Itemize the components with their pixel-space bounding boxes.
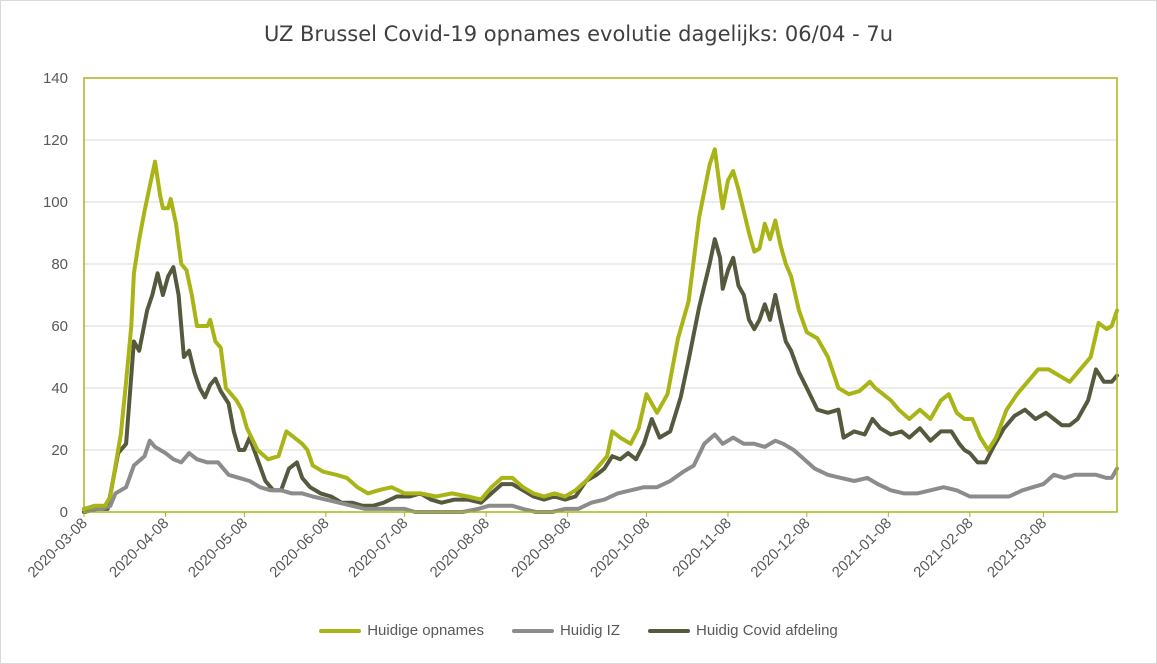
legend: Huidige opnames Huidig IZ Huidig Covid afd… — [0, 622, 1157, 639]
y-axis-ticks: 0 20 40 60 80 100 120 140 — [43, 70, 68, 521]
x-tick-label: 2020-07-08 — [345, 515, 411, 581]
x-tick-label: 2020-04-08 — [106, 515, 172, 581]
x-axis-ticks: 2020-03-08 2020-04-08 2020-05-08 2020-06-08… — [25, 512, 1050, 581]
y-tick-label: 0 — [60, 504, 68, 521]
gridlines — [84, 139, 1117, 451]
y-tick-label: 100 — [43, 194, 68, 211]
x-tick-label: 2020-06-08 — [266, 515, 332, 581]
x-tick-label: 2020-12-08 — [747, 515, 813, 581]
x-tick-label: 2020-10-08 — [587, 515, 653, 581]
legend-label: Huidige opnames — [367, 622, 484, 639]
legend-swatch — [511, 628, 554, 633]
series-line-huidig-iz — [82, 432, 1119, 514]
y-tick-label: 120 — [43, 132, 68, 149]
x-tick-label: 2021-01-08 — [829, 515, 895, 581]
plot-border — [83, 77, 1118, 513]
chart-title: UZ Brussel Covid-19 opnames evolutie dag… — [263, 22, 894, 46]
legend-label: Huidig Covid afdeling — [696, 622, 838, 639]
legend-label: Huidig IZ — [559, 622, 620, 639]
x-tick-label: 2021-03-08 — [984, 515, 1050, 581]
y-tick-label: 40 — [51, 380, 68, 397]
x-tick-label: 2020-05-08 — [185, 515, 251, 581]
legend-item: Huidig Covid afdeling — [648, 622, 838, 639]
x-tick-label: 2020-03-08 — [25, 515, 91, 581]
legend-swatch — [319, 628, 362, 633]
x-tick-label: 2021-02-08 — [910, 515, 976, 581]
x-tick-label: 2020-11-08 — [669, 515, 734, 580]
x-tick-label: 2020-09-08 — [508, 515, 574, 581]
y-tick-label: 80 — [51, 256, 68, 273]
legend-item: Huidig IZ — [511, 622, 620, 639]
legend-item: Huidige opnames — [319, 622, 484, 639]
y-tick-label: 60 — [51, 318, 68, 335]
series-line-huidige-opnames — [82, 147, 1119, 511]
y-tick-label: 20 — [51, 442, 68, 459]
series-line-huidig-covid-afdeling — [82, 237, 1119, 514]
y-tick-label: 140 — [43, 70, 68, 87]
legend-swatch — [648, 628, 690, 633]
x-tick-label: 2020-08-08 — [427, 515, 493, 581]
series-layer — [82, 147, 1119, 514]
